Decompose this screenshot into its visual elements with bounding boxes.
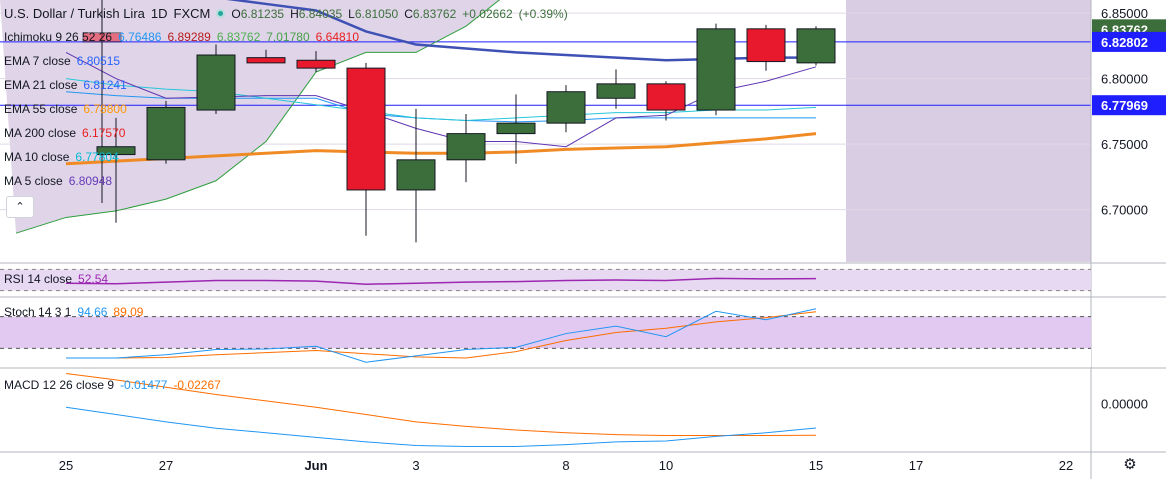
- macd-signal-value: -0.02267: [173, 378, 221, 392]
- price-label-box: [1092, 95, 1166, 116]
- ma10-line: [65, 78, 817, 122]
- time-tick-label: 3: [412, 458, 419, 473]
- candle-body: [446, 133, 486, 161]
- open-value: 6.81235: [240, 6, 285, 21]
- indicator-label: MA 10 close: [4, 150, 70, 164]
- rsi-value: 52.54: [78, 272, 109, 286]
- indicator-legend-row[interactable]: MA 5 close 6.80948: [4, 174, 112, 188]
- price-tick-label: 6.75000: [1101, 137, 1148, 152]
- indicator-legend-row[interactable]: MA 200 close 6.17570: [4, 126, 125, 140]
- high-value: 6.84035: [298, 6, 343, 21]
- chevron-up-icon[interactable]: ⌃: [6, 196, 34, 218]
- change-pct-value: (+0.39%): [518, 6, 568, 21]
- indicator-label: EMA 21 close: [4, 78, 78, 92]
- time-tick-label: 8: [562, 458, 569, 473]
- indicator-label: EMA 55 close: [4, 102, 78, 116]
- ma200-line: [65, 132, 817, 166]
- indicator-value: 6.80948: [68, 174, 113, 188]
- indicator-label: MA 200 close: [4, 126, 77, 140]
- stoch-below: [0, 348, 1091, 367]
- macd-legend: MACD 12 26 close 9 -0.01477 -0.02267: [4, 378, 221, 392]
- candle-body: [296, 59, 336, 69]
- indicator-legend-row[interactable]: EMA 7 close 6.80515: [4, 54, 120, 68]
- time-tick-label: 10: [659, 458, 673, 473]
- candle-body: [346, 67, 386, 191]
- candle-body: [396, 159, 436, 191]
- indicator-legend-row[interactable]: MA 10 close 6.77804: [4, 150, 119, 164]
- ichimoku-base-line: [226, 0, 816, 62]
- indicator-value: 6.78800: [83, 102, 127, 116]
- candle-body: [796, 28, 836, 64]
- rsi-band: [0, 269, 1091, 291]
- time-tick-label: 17: [909, 458, 923, 473]
- macd-signal-line: [65, 373, 817, 437]
- price-tick-label: 6.85000: [1101, 6, 1148, 21]
- low-value: 6.81050: [354, 6, 399, 21]
- macd-label: MACD 12 26 close 9: [4, 378, 115, 392]
- macd-value: -0.01477: [120, 378, 168, 392]
- indicator-value: 6.80515: [76, 54, 121, 68]
- indicator-legend-row[interactable]: Ichimoku 9 26 52 26 6.76486 6.89289 6.83762…: [4, 30, 359, 44]
- indicator-value: 7.01780: [266, 30, 310, 44]
- time-tick-label: 27: [159, 458, 173, 473]
- price-tick-label: 6.70000: [1101, 203, 1148, 218]
- candle-body: [146, 106, 186, 161]
- ichimoku-span-a-line: [15, 0, 501, 234]
- candle-body: [646, 83, 686, 111]
- candle-body: [696, 28, 736, 111]
- price-label-text: 6.82802: [1101, 35, 1148, 50]
- market-status-icon: [216, 9, 226, 18]
- candle-body: [82, 32, 122, 43]
- ohlc-values: O6.81235 H6.84035 L6.81050 C6.83762 +0.0…: [231, 6, 568, 21]
- ma5-line: [65, 51, 817, 148]
- indicator-value: 6.83762: [216, 30, 261, 44]
- source-label: FXCM: [173, 6, 211, 21]
- indicator-legend-row[interactable]: EMA 21 close 6.81241: [4, 78, 127, 92]
- gear-icon[interactable]: ⚙: [1123, 456, 1137, 473]
- indicator-value: 6.81241: [83, 78, 127, 92]
- indicator-value: 6.64810: [315, 30, 360, 44]
- time-tick-label: 25: [59, 458, 73, 473]
- candle-body: [246, 57, 286, 64]
- close-value: 6.83762: [412, 6, 457, 21]
- indicator-label: MA 5 close: [4, 174, 63, 188]
- symbol-title[interactable]: U.S. Dollar / Turkish Lira: [4, 6, 145, 21]
- indicator-legend-row[interactable]: EMA 55 close 6.78800: [4, 102, 127, 116]
- price-label-box: [1092, 31, 1166, 52]
- rsi-line: [65, 277, 817, 286]
- stoch-k-line: [66, 308, 817, 363]
- change-value: +0.02662: [462, 6, 513, 21]
- rsi-legend: RSI 14 close 52.54: [4, 272, 108, 286]
- candle-body: [96, 146, 136, 156]
- indicator-value: 6.17570: [82, 126, 126, 140]
- macd-tick-label: 0.00000: [1101, 397, 1148, 412]
- indicator-value: 6.89289: [167, 30, 211, 44]
- candle-body: [596, 83, 636, 99]
- stoch-d-value: 89.09: [113, 305, 144, 319]
- stoch-k-value: 94.66: [77, 305, 108, 319]
- price-tick-label: 6.80000: [1101, 72, 1148, 87]
- time-tick-label: 15: [809, 458, 823, 473]
- stoch-band: [0, 316, 1091, 349]
- ichimoku-cloud-future: [846, 0, 1091, 262]
- indicator-label: EMA 7 close: [4, 54, 71, 68]
- stoch-legend: Stoch 14 3 1 94.66 89.09: [4, 305, 143, 319]
- stoch-label: Stoch 14 3 1: [4, 305, 72, 319]
- time-tick-label: 22: [1059, 458, 1073, 473]
- time-tick-label: Jun: [304, 458, 327, 473]
- indicator-label: Ichimoku 9 26 52 26: [4, 30, 113, 44]
- rsi-label: RSI 14 close: [4, 272, 73, 286]
- candle-body: [546, 91, 586, 124]
- symbol-header: U.S. Dollar / Turkish Lira 1D FXCM O6.81…: [4, 6, 568, 21]
- price-label-text: 6.77969: [1101, 98, 1148, 113]
- interval-label[interactable]: 1D: [150, 6, 168, 21]
- stoch-d-line: [66, 311, 817, 359]
- indicator-value: 6.76486: [118, 30, 162, 44]
- indicator-value: 6.77804: [75, 150, 119, 164]
- candle-body: [196, 54, 236, 111]
- candle-body: [496, 122, 536, 135]
- candle-body: [746, 28, 786, 63]
- macd-line: [65, 406, 817, 447]
